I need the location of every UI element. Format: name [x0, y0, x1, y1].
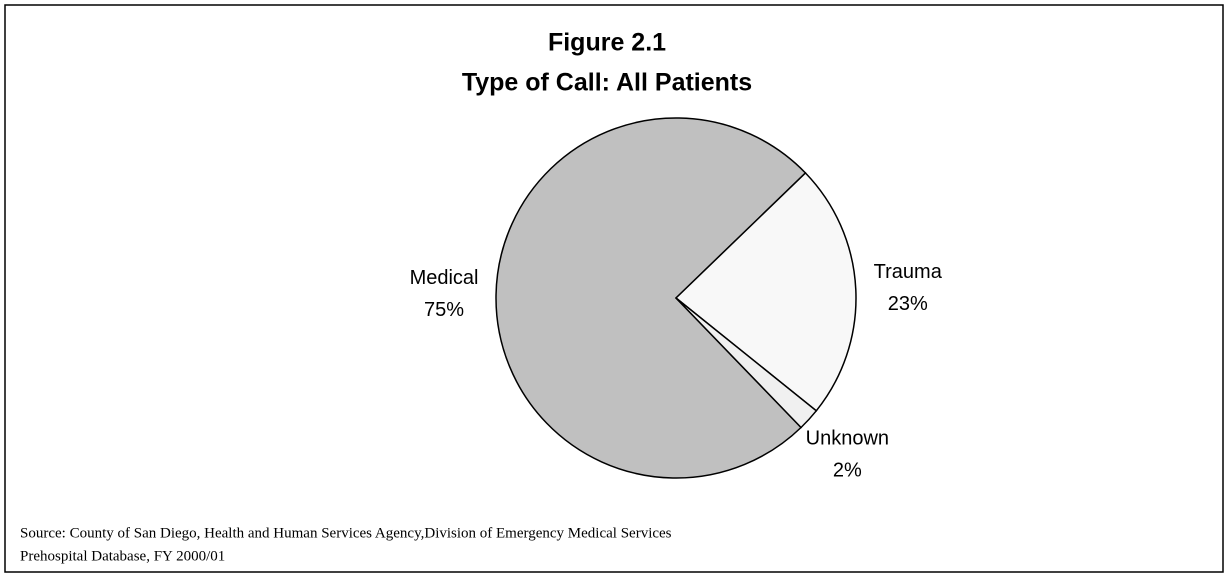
source-note: Source: County of San Diego, Health and … — [20, 525, 672, 541]
slice-label: Medical — [410, 267, 479, 289]
slice-label: Trauma — [874, 261, 943, 283]
slice-label: Unknown — [806, 428, 889, 450]
slice-value-label: 2% — [833, 460, 862, 482]
pie-slice — [674, 171, 857, 412]
chart-title: Type of Call: All Patients — [462, 69, 752, 97]
slice-value-label: 75% — [424, 299, 464, 321]
pie-slice — [495, 117, 807, 479]
chart-title: Figure 2.1 — [548, 29, 666, 57]
source-note: Prehospital Database, FY 2000/01 — [20, 548, 225, 564]
slice-value-label: 23% — [888, 293, 928, 315]
pie-slice — [675, 297, 818, 429]
